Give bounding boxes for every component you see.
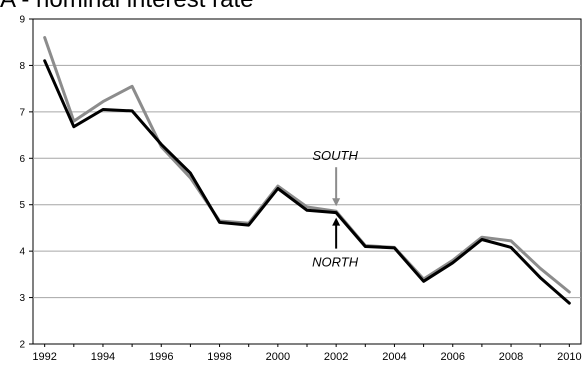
x-tick-label: 2002 bbox=[324, 351, 348, 363]
chart-title: A - nominal interest rate bbox=[0, 0, 253, 14]
annotation-arrowhead bbox=[332, 198, 341, 207]
y-tick-label: 5 bbox=[19, 200, 25, 211]
plot-area bbox=[32, 18, 582, 345]
y-tick-label: 3 bbox=[19, 293, 25, 304]
x-tick-label: 1992 bbox=[32, 351, 56, 363]
x-tick-label: 2008 bbox=[499, 351, 523, 363]
y-tick-label: 2 bbox=[19, 340, 25, 351]
series-line-south bbox=[43, 36, 571, 294]
annotations: SOUTH NORTH bbox=[312, 148, 359, 269]
annotation-arrowhead bbox=[332, 217, 341, 226]
y-tick-label: 7 bbox=[19, 107, 25, 118]
x-tick-label: 1996 bbox=[149, 351, 173, 363]
x-tick-label: 1998 bbox=[207, 351, 231, 363]
x-tick-label: 2000 bbox=[266, 351, 290, 363]
series-lines bbox=[43, 36, 571, 305]
x-tick-label: 2006 bbox=[441, 351, 465, 363]
x-tick-label: 1994 bbox=[91, 351, 115, 363]
gridlines bbox=[33, 64, 581, 299]
y-tick-label: 6 bbox=[19, 154, 25, 165]
x-tick-label: 2004 bbox=[382, 351, 406, 363]
x-tick-label: 2010 bbox=[557, 351, 581, 363]
annotation-label: NORTH bbox=[312, 255, 359, 270]
x-axis-ticks: 1992 1994 1996 1998 2000 2002 2004 2006 2008 2010 bbox=[32, 344, 582, 363]
y-tick-label: 8 bbox=[19, 61, 25, 72]
y-axis-ticks: 2 3 4 5 6 7 8 9 bbox=[19, 15, 33, 351]
y-tick-label: 4 bbox=[19, 247, 25, 258]
y-tick-label: 9 bbox=[19, 15, 25, 26]
annotation-label: SOUTH bbox=[312, 148, 358, 163]
series-line-north bbox=[43, 59, 571, 305]
